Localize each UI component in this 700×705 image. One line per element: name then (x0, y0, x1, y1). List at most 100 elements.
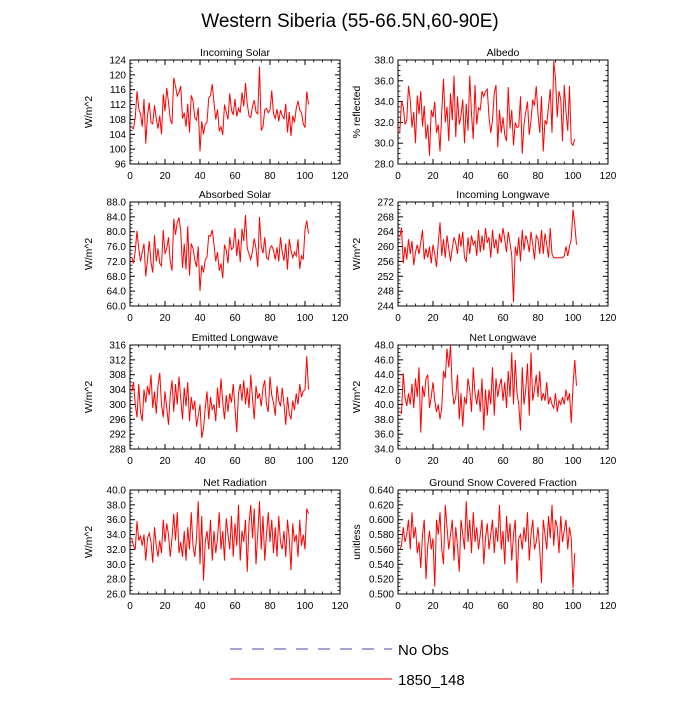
y-tick-label: 292 (109, 430, 126, 441)
y-axis-label: W/m^2 (351, 238, 363, 271)
chart-panel: Incoming Longwave W/m^2 0 20 40 60 80 100 120 244… (351, 189, 617, 324)
y-tick-label: 0.580 (369, 530, 394, 541)
x-tick-label: 100 (565, 313, 582, 324)
y-tick-label: 38.0 (375, 415, 395, 426)
x-tick-label: 60 (497, 601, 509, 612)
y-tick-label: 112 (110, 100, 126, 111)
figure-title: Western Siberia (55-66.5N,60-90E) (201, 11, 498, 32)
x-tick-label: 80 (264, 601, 276, 612)
y-tick-label: 38.0 (375, 56, 395, 67)
y-tick-label: 26.0 (107, 590, 127, 601)
y-tick-label: 28.0 (375, 160, 395, 171)
y-tick-label: 0.560 (369, 545, 394, 556)
y-tick-label: 116 (110, 85, 126, 96)
y-tick-label: 288 (109, 445, 126, 456)
y-tick-label: 124 (109, 56, 126, 67)
y-tick-label: 272 (377, 198, 394, 209)
plot-frame (129, 201, 341, 307)
legend-label-1850-148: 1850_148 (398, 672, 465, 689)
series-line (399, 344, 577, 433)
x-tick-label: 60 (497, 456, 509, 467)
x-tick-label: 40 (462, 171, 474, 182)
y-tick-label: 36.0 (375, 76, 395, 87)
x-tick-label: 60 (229, 313, 241, 324)
y-tick-label: 80.0 (107, 227, 127, 238)
y-tick-label: 68.0 (107, 272, 127, 283)
x-tick-label: 40 (462, 456, 474, 467)
y-tick-label: 252 (377, 272, 394, 283)
y-axis-label: W/m^2 (83, 96, 95, 129)
legend-label-no-obs: No Obs (398, 642, 449, 659)
x-tick-label: 0 (395, 601, 401, 612)
x-tick-label: 40 (462, 313, 474, 324)
y-tick-label: 32.0 (375, 118, 395, 129)
x-tick-label: 40 (194, 171, 206, 182)
y-tick-label: 36.0 (375, 430, 395, 441)
panel-title: Incoming Longwave (456, 189, 550, 201)
x-tick-label: 120 (600, 171, 617, 182)
x-tick-label: 100 (565, 601, 582, 612)
y-tick-label: 76.0 (107, 242, 127, 253)
x-tick-label: 120 (332, 313, 349, 324)
y-tick-label: 34.0 (375, 445, 395, 456)
y-tick-label: 0.620 (369, 500, 394, 511)
x-tick-label: 120 (600, 456, 617, 467)
y-tick-label: 30.0 (375, 139, 395, 150)
y-tick-label: 46.0 (375, 355, 395, 366)
plot-frame (129, 489, 341, 595)
x-tick-label: 0 (127, 313, 133, 324)
y-tick-label: 296 (109, 415, 126, 426)
y-axis-label: W/m^2 (83, 238, 95, 271)
y-tick-label: 34.0 (375, 97, 395, 108)
x-tick-label: 0 (127, 456, 133, 467)
y-tick-label: 0.640 (369, 486, 394, 497)
x-tick-label: 20 (427, 171, 439, 182)
y-tick-label: 34.0 (107, 530, 127, 541)
panel-title: Net Longwave (469, 332, 536, 344)
x-tick-label: 20 (427, 313, 439, 324)
y-tick-label: 36.0 (107, 515, 127, 526)
x-tick-label: 0 (395, 456, 401, 467)
y-tick-label: 96 (115, 160, 127, 171)
panel-title: Emitted Longwave (192, 332, 279, 344)
chart-panel: Net Longwave W/m^2 0 20 40 60 80 100 120 34.0 36.0… (351, 332, 617, 467)
y-tick-label: 44.0 (375, 370, 395, 381)
y-tick-label: 40.0 (375, 400, 395, 411)
y-axis-label: W/m^2 (83, 526, 95, 559)
panel-title: Incoming Solar (200, 47, 271, 59)
x-tick-label: 80 (532, 601, 544, 612)
y-tick-label: 108 (109, 115, 126, 126)
y-tick-label: 248 (377, 287, 394, 298)
x-tick-label: 20 (159, 601, 171, 612)
y-tick-label: 28.0 (107, 575, 127, 586)
y-tick-label: 264 (377, 227, 394, 238)
chart-panel: Emitted Longwave W/m^2 0 20 40 60 80 100 120 288 2… (83, 332, 349, 467)
plot-frame (129, 59, 341, 165)
y-tick-label: 316 (109, 341, 126, 352)
x-tick-label: 80 (532, 171, 544, 182)
y-tick-label: 32.0 (107, 545, 127, 556)
x-tick-label: 80 (264, 456, 276, 467)
panel-title: Ground Snow Covered Fraction (429, 477, 577, 489)
y-tick-label: 244 (377, 302, 394, 313)
x-tick-label: 100 (297, 313, 314, 324)
y-tick-label: 60.0 (107, 302, 127, 313)
x-tick-label: 120 (600, 313, 617, 324)
legend: No Obs 1850_148 (230, 642, 465, 689)
x-tick-label: 100 (565, 171, 582, 182)
y-tick-label: 300 (109, 400, 126, 411)
panel-title: Absorbed Solar (199, 189, 272, 201)
x-tick-label: 60 (229, 601, 241, 612)
x-tick-label: 80 (264, 171, 276, 182)
y-tick-label: 100 (109, 145, 126, 156)
y-tick-label: 0.520 (369, 575, 394, 586)
y-axis-label: W/m^2 (83, 381, 95, 414)
x-tick-label: 120 (332, 456, 349, 467)
y-axis-label: unitless (351, 524, 363, 560)
x-tick-label: 60 (497, 313, 509, 324)
series-line (131, 356, 309, 438)
x-tick-label: 100 (297, 601, 314, 612)
x-tick-label: 120 (600, 601, 617, 612)
